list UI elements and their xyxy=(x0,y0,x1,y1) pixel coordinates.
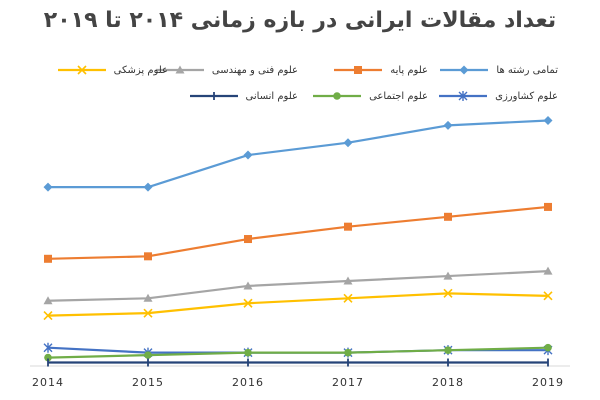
data-point xyxy=(243,281,253,290)
chart-legend: تمامی رشته ها علوم پایه علوم فنی و مهندسی ع… xyxy=(40,62,560,108)
data-point xyxy=(444,346,452,354)
chart-title: تعداد مقالات ایرانی در بازه زمانی ۲۰۱۴ ت… xyxy=(43,8,557,33)
data-point xyxy=(344,222,352,231)
legend-swatch xyxy=(334,66,383,74)
x-tick-label: 2017 xyxy=(332,376,364,389)
legend-swatch-marker xyxy=(458,91,468,101)
legend-label: علوم پزشکی xyxy=(113,64,168,76)
series-0 xyxy=(43,115,553,192)
series-line xyxy=(48,119,549,189)
legend-swatch-marker xyxy=(77,65,87,75)
data-point xyxy=(143,308,153,318)
data-point xyxy=(343,276,353,285)
data-point xyxy=(43,182,53,192)
data-point xyxy=(444,212,452,221)
data-point xyxy=(244,235,252,244)
data-point xyxy=(244,348,252,357)
legend-label: علوم انسانی xyxy=(245,90,298,102)
x-tick-label: 2016 xyxy=(232,376,264,389)
data-point xyxy=(44,254,52,263)
data-point xyxy=(143,293,153,302)
series-5 xyxy=(44,343,552,362)
legend-item: علوم پایه xyxy=(332,62,428,78)
data-point xyxy=(343,138,353,148)
legend-item: علوم فنی و مهندسی xyxy=(154,62,298,78)
data-point xyxy=(443,120,453,130)
series-2 xyxy=(43,266,553,305)
legend-item: علوم پزشکی xyxy=(56,62,168,78)
x-tick-label: 2019 xyxy=(532,376,564,389)
series-line xyxy=(47,205,549,260)
series-1 xyxy=(44,202,552,263)
legend-swatch xyxy=(155,65,204,74)
legend-swatch-marker xyxy=(354,66,363,74)
series-line xyxy=(47,346,549,359)
legend-item: علوم کشاورزی xyxy=(437,88,558,104)
legend-item: تمامی رشته ها xyxy=(438,62,558,78)
data-point xyxy=(43,311,53,321)
series-3 xyxy=(43,288,553,321)
data-point xyxy=(44,353,52,362)
legend-label: تمامی رشته ها xyxy=(496,64,558,76)
legend-label: علوم پایه xyxy=(390,64,428,76)
data-point xyxy=(43,342,53,353)
data-point xyxy=(543,266,553,275)
series-6 xyxy=(47,358,549,367)
data-point xyxy=(243,298,253,308)
legend-item: علوم انسانی xyxy=(188,88,298,104)
data-point xyxy=(143,182,153,192)
data-point xyxy=(343,293,353,303)
data-point xyxy=(144,252,152,261)
series-line xyxy=(47,292,549,317)
legend-label: علوم فنی و مهندسی xyxy=(211,64,298,76)
data-point xyxy=(544,202,552,211)
data-point xyxy=(543,115,553,125)
legend-item: علوم اجتماعی xyxy=(311,88,428,104)
series-line xyxy=(47,270,549,302)
data-point xyxy=(43,296,53,305)
legend-label: علوم اجتماعی xyxy=(369,90,428,102)
data-point xyxy=(344,348,352,357)
x-tick-label: 2015 xyxy=(132,376,164,389)
legend-swatch-marker xyxy=(175,65,185,74)
legend-swatch xyxy=(439,91,488,101)
data-point xyxy=(144,351,152,359)
legend-swatch-marker xyxy=(459,65,469,75)
data-point xyxy=(243,150,253,160)
data-point xyxy=(543,291,553,301)
legend-swatch xyxy=(57,65,106,75)
data-point xyxy=(443,271,453,280)
x-tick-label: 2018 xyxy=(432,376,464,389)
data-point xyxy=(443,288,453,298)
legend-swatch xyxy=(313,92,362,100)
legend-label: علوم کشاورزی xyxy=(495,90,558,102)
legend-swatch xyxy=(189,92,238,100)
x-tick-label: 2014 xyxy=(32,376,64,389)
data-point xyxy=(544,343,552,352)
legend-swatch xyxy=(440,65,489,75)
legend-swatch-marker xyxy=(333,92,341,100)
